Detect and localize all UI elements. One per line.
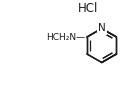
Text: HCl: HCl [78,2,98,15]
Text: HCH₂N—: HCH₂N— [46,34,85,43]
Text: N: N [98,23,106,34]
